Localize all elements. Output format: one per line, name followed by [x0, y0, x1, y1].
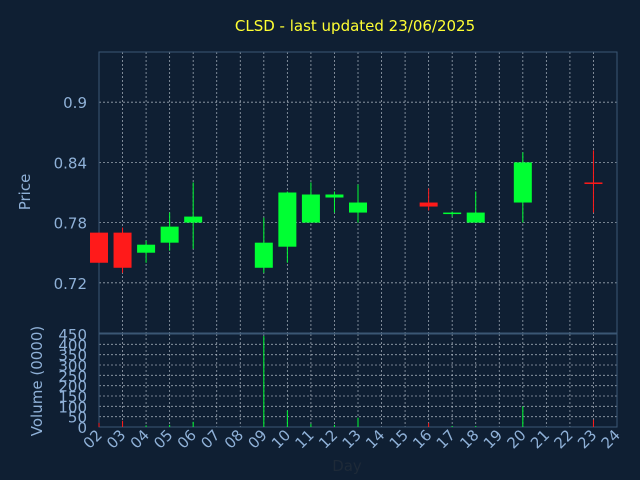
- volume-y-tick-label: 150: [58, 388, 87, 406]
- candle: [113, 227, 132, 273]
- candle-body: [160, 226, 179, 243]
- price-y-ticks: 0.9 0.84 0.78 0.72: [54, 94, 87, 293]
- candle: [419, 188, 438, 211]
- candle: [325, 191, 344, 213]
- candle: [184, 182, 203, 249]
- candle-body: [466, 212, 485, 223]
- candle: [160, 212, 179, 251]
- volume-bar: [475, 425, 477, 427]
- candle-body: [184, 216, 203, 223]
- volume-bar: [428, 422, 430, 427]
- candle: [584, 150, 603, 213]
- candle: [301, 182, 320, 223]
- volume-y-axis-label: Volume (0000): [28, 326, 46, 436]
- candle-body: [419, 202, 438, 207]
- candlestick-series: [90, 150, 603, 273]
- candle: [466, 191, 485, 223]
- candle: [349, 184, 367, 223]
- chart-title: CLSD - last updated 23/06/2025: [235, 17, 475, 35]
- volume-bar: [145, 425, 147, 427]
- volume-bar: [357, 417, 359, 427]
- volume-bar: [122, 420, 124, 427]
- x-axis-ticks: 0203040506070809101112131415161718192021…: [80, 426, 624, 452]
- volume-y-tick-label: 200: [58, 378, 87, 396]
- price-y-tick-label: 0.78: [54, 215, 87, 233]
- volume-bar: [169, 424, 171, 427]
- volume-bar: [333, 424, 335, 427]
- volume-y-tick-label: 0: [77, 419, 87, 437]
- volume-bar: [592, 419, 594, 427]
- candle-body: [301, 194, 320, 223]
- volume-bar: [522, 406, 524, 427]
- volume-y-tick-label: 50: [68, 409, 87, 427]
- candle-body: [584, 182, 603, 184]
- candle-body: [113, 232, 132, 268]
- volume-bar: [310, 423, 312, 427]
- price-y-axis-label: Price: [16, 174, 34, 211]
- candle: [254, 217, 273, 273]
- price-plot-frame: [98, 51, 618, 334]
- volume-y-tick-label: 250: [58, 367, 87, 385]
- price-y-tick-label: 0.9: [63, 94, 87, 112]
- candle: [513, 152, 532, 223]
- volume-y-tick-label: 100: [58, 398, 87, 416]
- candle-body: [325, 194, 344, 198]
- candle-body: [254, 242, 273, 268]
- volume-y-tick-label: 300: [58, 357, 87, 375]
- price-y-tick-label: 0.72: [54, 275, 87, 293]
- volume-bar: [98, 422, 100, 427]
- volume-series: [98, 336, 594, 427]
- candle-body: [278, 192, 297, 247]
- candle-body: [349, 202, 367, 213]
- candle: [278, 191, 297, 263]
- candle: [443, 211, 462, 217]
- volume-bar: [192, 421, 194, 427]
- candle-body: [137, 244, 156, 253]
- candle-body: [443, 212, 462, 215]
- volume-y-tick-label: 400: [58, 336, 87, 354]
- volume-grid: [99, 334, 617, 427]
- volume-y-tick-label: 350: [58, 347, 87, 365]
- volume-bar: [263, 336, 265, 427]
- price-panel: 0.9 0.84 0.78 0.72 Price: [16, 51, 618, 334]
- volume-bar: [286, 410, 288, 427]
- candle-body: [90, 232, 108, 263]
- volume-bar: [451, 425, 453, 427]
- candle-body: [513, 162, 532, 203]
- candle: [90, 232, 108, 263]
- candle: [137, 240, 156, 263]
- volume-y-tick-label: 450: [58, 326, 87, 344]
- x-axis-label: Day: [332, 457, 362, 475]
- price-y-tick-label: 0.84: [54, 154, 87, 172]
